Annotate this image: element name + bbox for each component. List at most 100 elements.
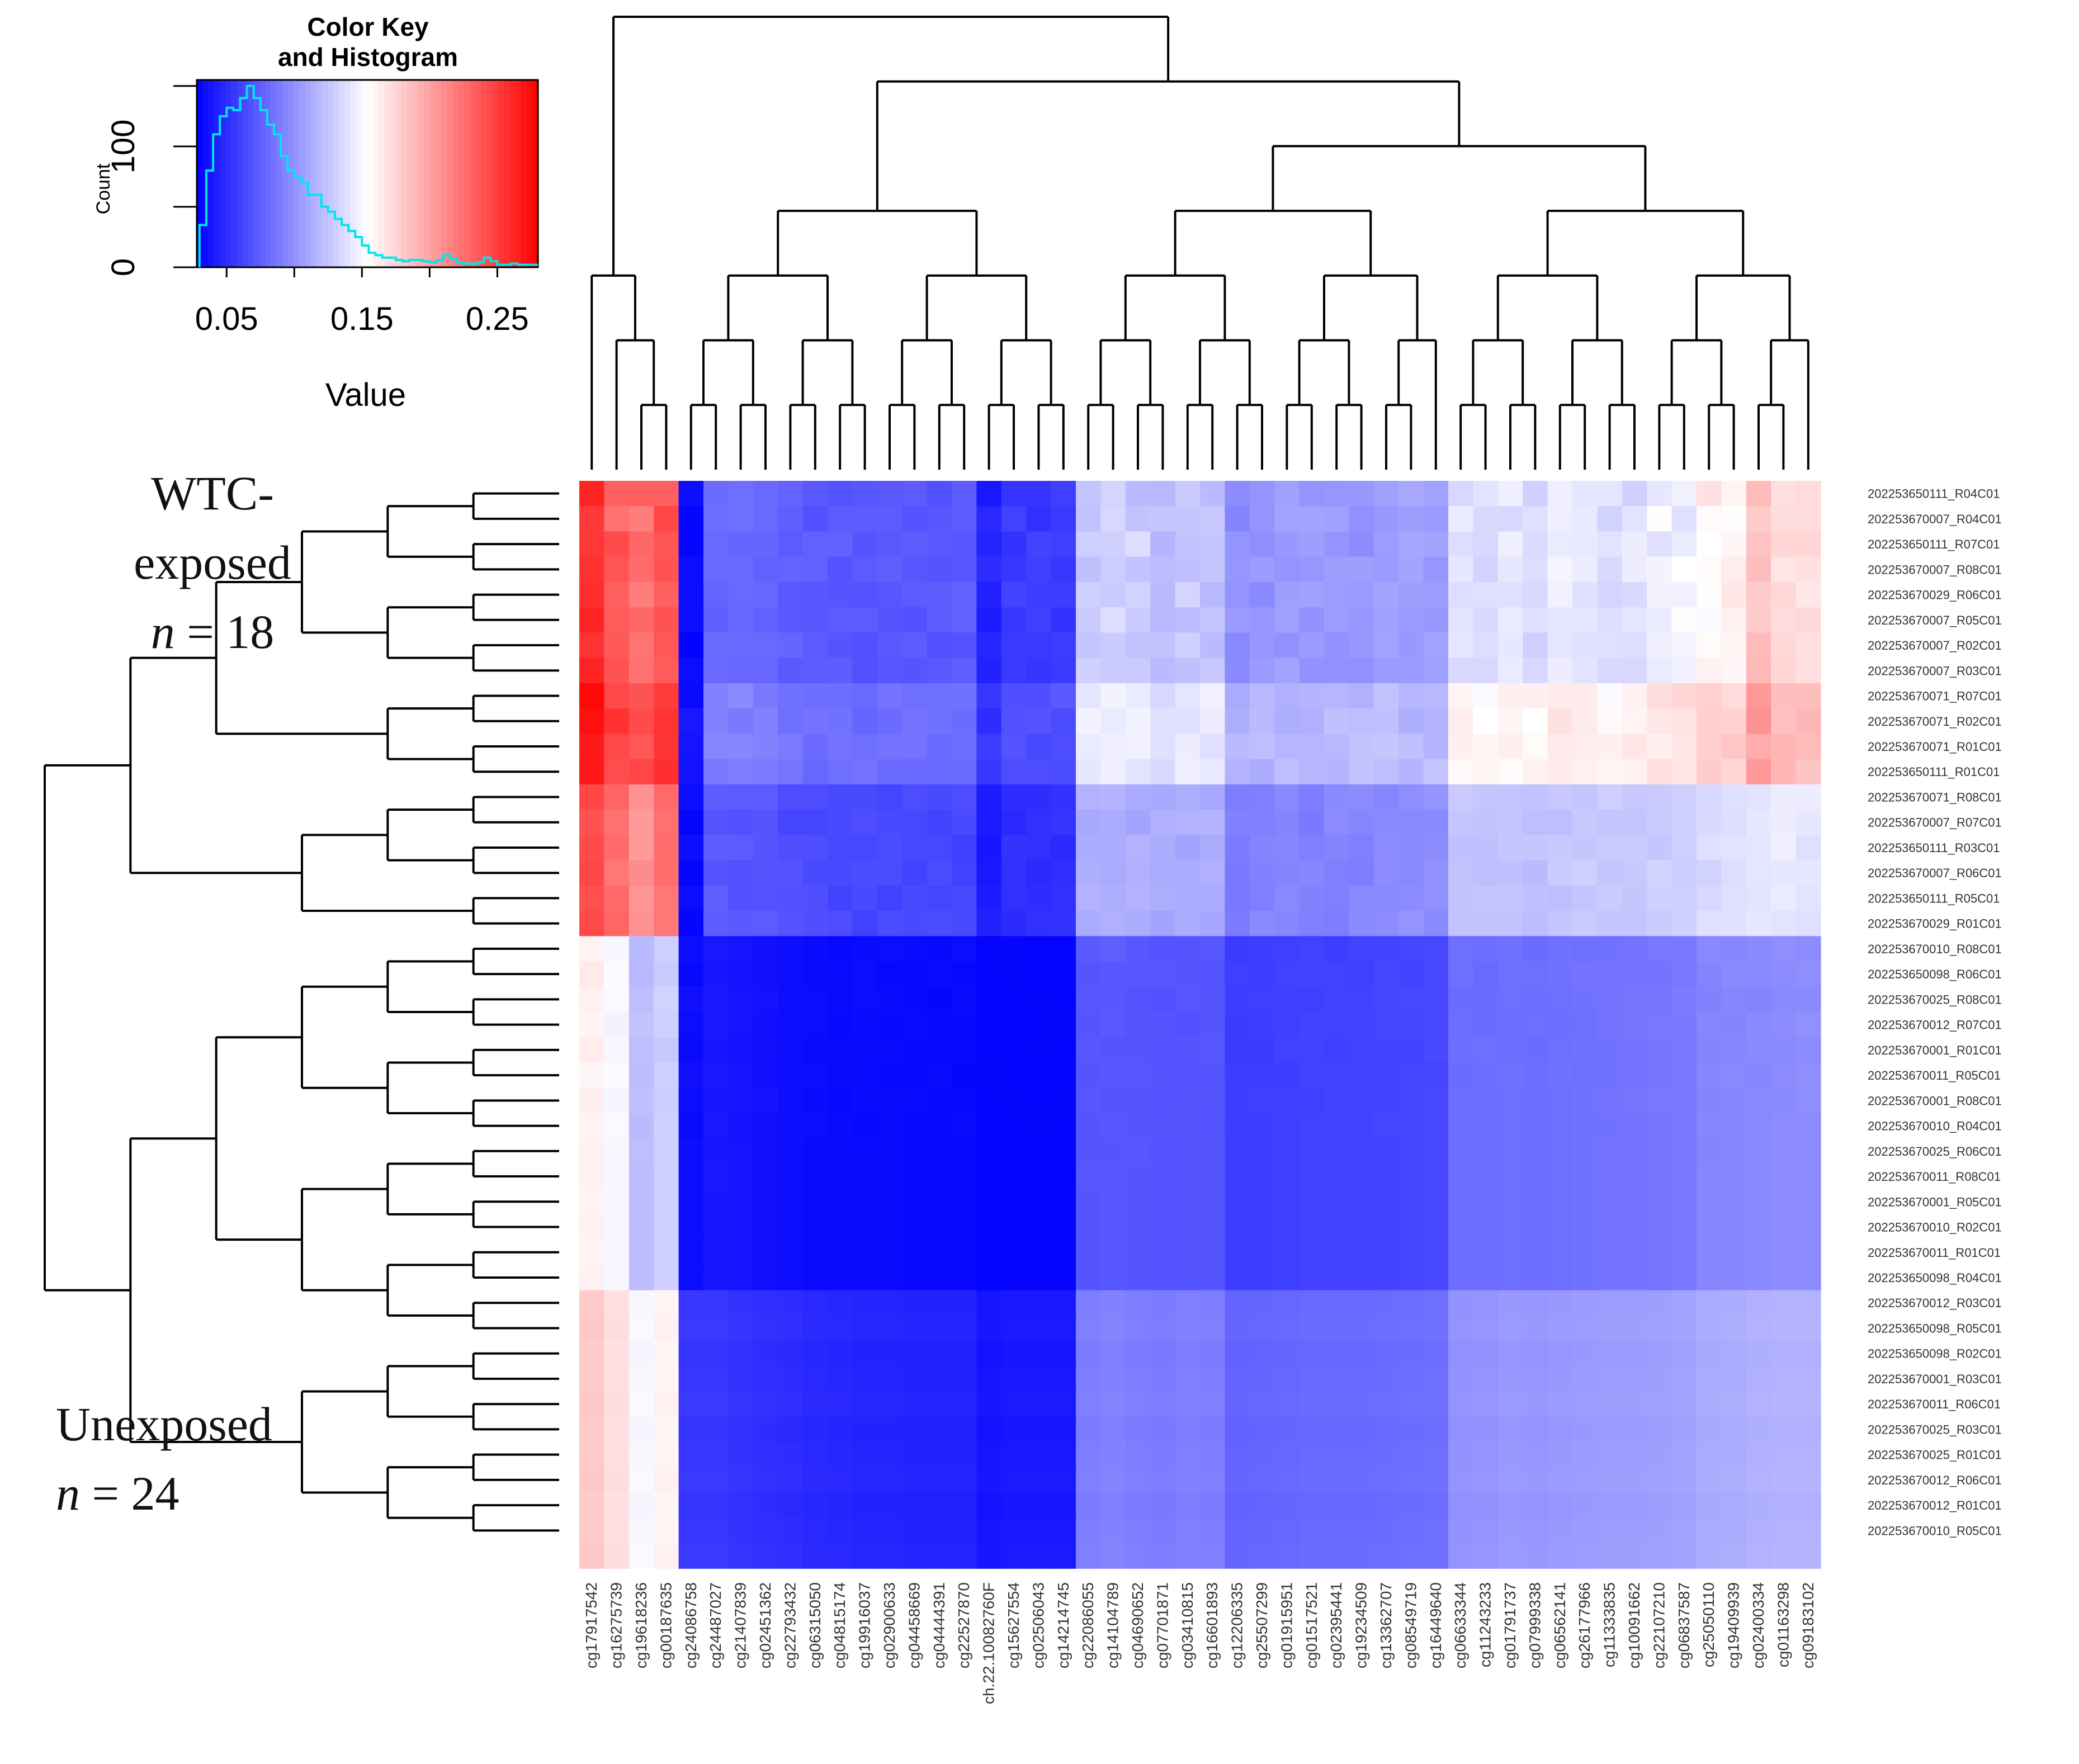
heatmap-cell: [778, 1442, 804, 1468]
heatmap-cell: [579, 784, 604, 810]
heatmap-cell: [1497, 632, 1523, 659]
heatmap-cell: [703, 1214, 729, 1240]
heatmap-cell: [654, 531, 679, 557]
heatmap-cell: [1523, 1543, 1548, 1569]
heatmap-cell: [1324, 1113, 1349, 1139]
heatmap-cell: [1175, 581, 1201, 608]
heatmap-cell: [1299, 1164, 1325, 1190]
heatmap-cell: [902, 481, 928, 507]
heatmap-cell: [778, 1315, 804, 1341]
heatmap-cell: [1448, 581, 1473, 608]
heatmap-cell: [1622, 1087, 1647, 1114]
heatmap-cell: [1349, 936, 1374, 962]
heatmap-cell: [1746, 860, 1771, 886]
heatmap-cell: [1100, 1416, 1126, 1443]
heatmap-cell: [654, 810, 679, 835]
heatmap-cell: [1448, 1214, 1473, 1240]
heatmap-cell: [1572, 1012, 1598, 1038]
heatmap-cell: [1299, 1240, 1325, 1265]
heatmap-cell: [1771, 1214, 1797, 1240]
heatmap-cell: [1200, 911, 1225, 937]
heatmap-cell: [1125, 1492, 1151, 1519]
heatmap-cell: [1051, 1214, 1076, 1240]
heatmap-cell: [877, 1189, 903, 1215]
heatmap-cell: [1721, 835, 1747, 861]
heatmap-cell: [828, 1113, 853, 1139]
heatmap-cell: [877, 936, 903, 962]
heatmap-cell: [852, 531, 878, 557]
heatmap-cell: [1299, 632, 1325, 659]
heatmap-cell: [852, 658, 878, 684]
key-gradient-band: [276, 80, 283, 267]
heatmap-cell: [1175, 986, 1201, 1013]
heatmap-cell: [728, 860, 754, 886]
heatmap-cell: [1349, 658, 1374, 684]
column-label: cg06315050: [806, 1582, 824, 1668]
heatmap-cell: [1299, 1189, 1325, 1215]
heatmap-cell: [1001, 1189, 1027, 1215]
heatmap-cell: [579, 1290, 604, 1316]
heatmap-cell: [1448, 683, 1473, 709]
heatmap-cell: [728, 1517, 754, 1544]
heatmap-cell: [976, 1087, 1002, 1114]
heatmap-cell: [703, 1012, 729, 1038]
row-label: 202253670001_R08C01: [1868, 1094, 2002, 1108]
heatmap-cell: [1349, 1037, 1374, 1063]
heatmap-cell: [1647, 1290, 1672, 1316]
heatmap-cell: [1001, 481, 1027, 507]
heatmap-cell: [728, 1391, 754, 1417]
heatmap-cell: [1746, 911, 1771, 937]
heatmap-cell: [778, 1265, 804, 1291]
heatmap-cell: [703, 1087, 729, 1114]
heatmap-cell: [852, 1315, 878, 1341]
column-label: cg01517521: [1303, 1582, 1320, 1668]
heatmap-cell: [1100, 885, 1126, 911]
heatmap-cell: [927, 708, 952, 734]
heatmap-cell: [778, 1467, 804, 1493]
heatmap-cell: [1473, 1517, 1499, 1544]
heatmap-cell: [1547, 708, 1573, 734]
heatmap-cell: [1622, 784, 1647, 810]
key-gradient-band: [384, 80, 391, 267]
heatmap-cell: [1497, 1037, 1523, 1063]
heatmap-cell: [579, 1467, 604, 1493]
heatmap-cell: [1001, 1315, 1027, 1341]
heatmap-cell: [1175, 1113, 1201, 1139]
heatmap-cell: [1497, 986, 1523, 1013]
heatmap-cell: [1175, 481, 1201, 507]
heatmap-cell: [1796, 481, 1821, 507]
heatmap-cell: [1622, 734, 1647, 760]
heatmap-cell: [1299, 481, 1325, 507]
heatmap-cell: [927, 1037, 952, 1063]
heatmap-cell: [828, 1391, 853, 1417]
heatmap-cell: [952, 683, 977, 709]
heatmap-cell: [1249, 1240, 1275, 1265]
heatmap-cell: [1746, 1164, 1771, 1190]
heatmap-cell: [1398, 556, 1424, 583]
heatmap-cell: [1497, 1492, 1523, 1519]
heatmap-cell: [1771, 1087, 1797, 1114]
heatmap-cell: [1026, 1240, 1052, 1265]
heatmap-cell: [877, 1442, 903, 1468]
heatmap-cell: [1225, 481, 1250, 507]
heatmap-cell: [1523, 759, 1548, 785]
row-label: 202253670025_R06C01: [1868, 1145, 2002, 1158]
heatmap-cell: [1274, 632, 1300, 659]
heatmap-cell: [1721, 986, 1747, 1013]
heatmap-cell: [1150, 1442, 1176, 1468]
heatmap-cell: [654, 986, 679, 1013]
heatmap-cell: [1249, 936, 1275, 962]
group-label-unexposed-title: Unexposed: [56, 1397, 272, 1451]
heatmap-cell: [1349, 632, 1374, 659]
heatmap-cell: [579, 1517, 604, 1544]
heatmap-cell: [1175, 1189, 1201, 1215]
heatmap-cell: [1398, 986, 1424, 1013]
column-label: cg13362707: [1377, 1582, 1395, 1668]
heatmap-cell: [1647, 961, 1672, 987]
heatmap-cell: [1622, 986, 1647, 1013]
heatmap-cell: [877, 885, 903, 911]
heatmap-cell: [927, 632, 952, 659]
heatmap-cell: [1175, 810, 1201, 835]
heatmap-cell: [1125, 936, 1151, 962]
column-label: cg02506043: [1029, 1582, 1047, 1668]
